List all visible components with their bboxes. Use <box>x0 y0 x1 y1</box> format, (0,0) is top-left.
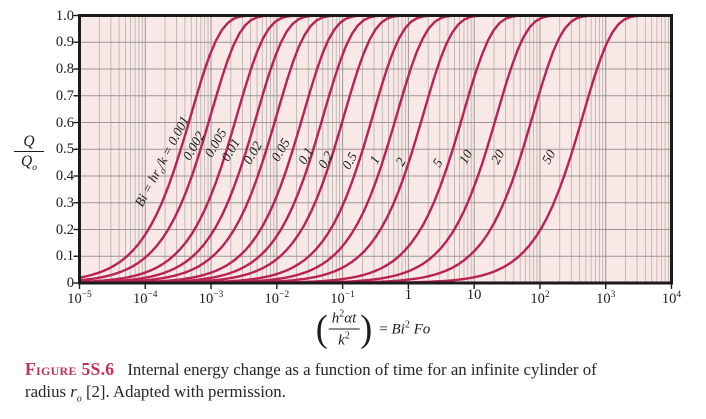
x-tick-label: 10−2 <box>264 290 290 307</box>
formula-denominator: k2 <box>338 330 350 349</box>
formula-rhs: = Bi2 Fo <box>379 319 431 338</box>
y-tick-label: 0.6 <box>55 114 74 131</box>
y-tick-label: 0.4 <box>55 168 74 184</box>
chart-canvas <box>73 14 673 289</box>
y-tick-label: 1.0 <box>55 7 74 24</box>
x-tick-label: 1 <box>404 287 412 303</box>
plot-frame <box>78 14 673 285</box>
y-tick-label: 0.5 <box>55 141 74 158</box>
caption-line-1: Figure 5S.6 Internal energy change as a f… <box>25 358 691 381</box>
caption-line-2: radius ro [2]. Adapted with permission. <box>25 382 286 405</box>
x-tick-label: 10 <box>466 287 482 303</box>
y-tick-label: 0.3 <box>55 194 74 211</box>
formula-fraction: h2αt k2 <box>328 309 360 350</box>
x-tick-label: 103 <box>596 290 616 307</box>
y-axis-label-numerator: Q <box>14 133 44 153</box>
caption-text-1: Internal energy change as a function of … <box>127 360 597 379</box>
x-tick-label: 102 <box>530 290 550 307</box>
x-tick-label: 10−3 <box>198 290 224 307</box>
y-axis-label-denominator: Qo <box>21 153 37 174</box>
figure-caption: Figure 5S.6 Internal energy change as a f… <box>25 358 691 410</box>
x-tick-label: 104 <box>661 290 682 307</box>
x-tick-label: 10−1 <box>330 290 355 307</box>
formula-numerator: h2αt <box>328 309 360 330</box>
y-tick-label: 0.9 <box>55 34 74 51</box>
y-tick-label: 0 <box>66 275 74 291</box>
x-axis-formula: ( h2αt k2 ) = Bi2 Fo <box>316 309 431 350</box>
x-tick-label: 10−4 <box>132 290 158 307</box>
y-axis-label: Q Qo <box>14 133 44 174</box>
right-paren: ) <box>360 307 373 350</box>
y-tick-label: 0.7 <box>55 87 74 104</box>
left-paren: ( <box>315 307 328 350</box>
figure-number: Figure 5S.6 <box>25 359 115 379</box>
y-tick-label: 0.1 <box>55 248 74 265</box>
y-tick-label: 0.8 <box>55 61 74 77</box>
y-tick-label: 0.2 <box>55 221 74 238</box>
x-tick-label: 10−5 <box>67 290 92 307</box>
